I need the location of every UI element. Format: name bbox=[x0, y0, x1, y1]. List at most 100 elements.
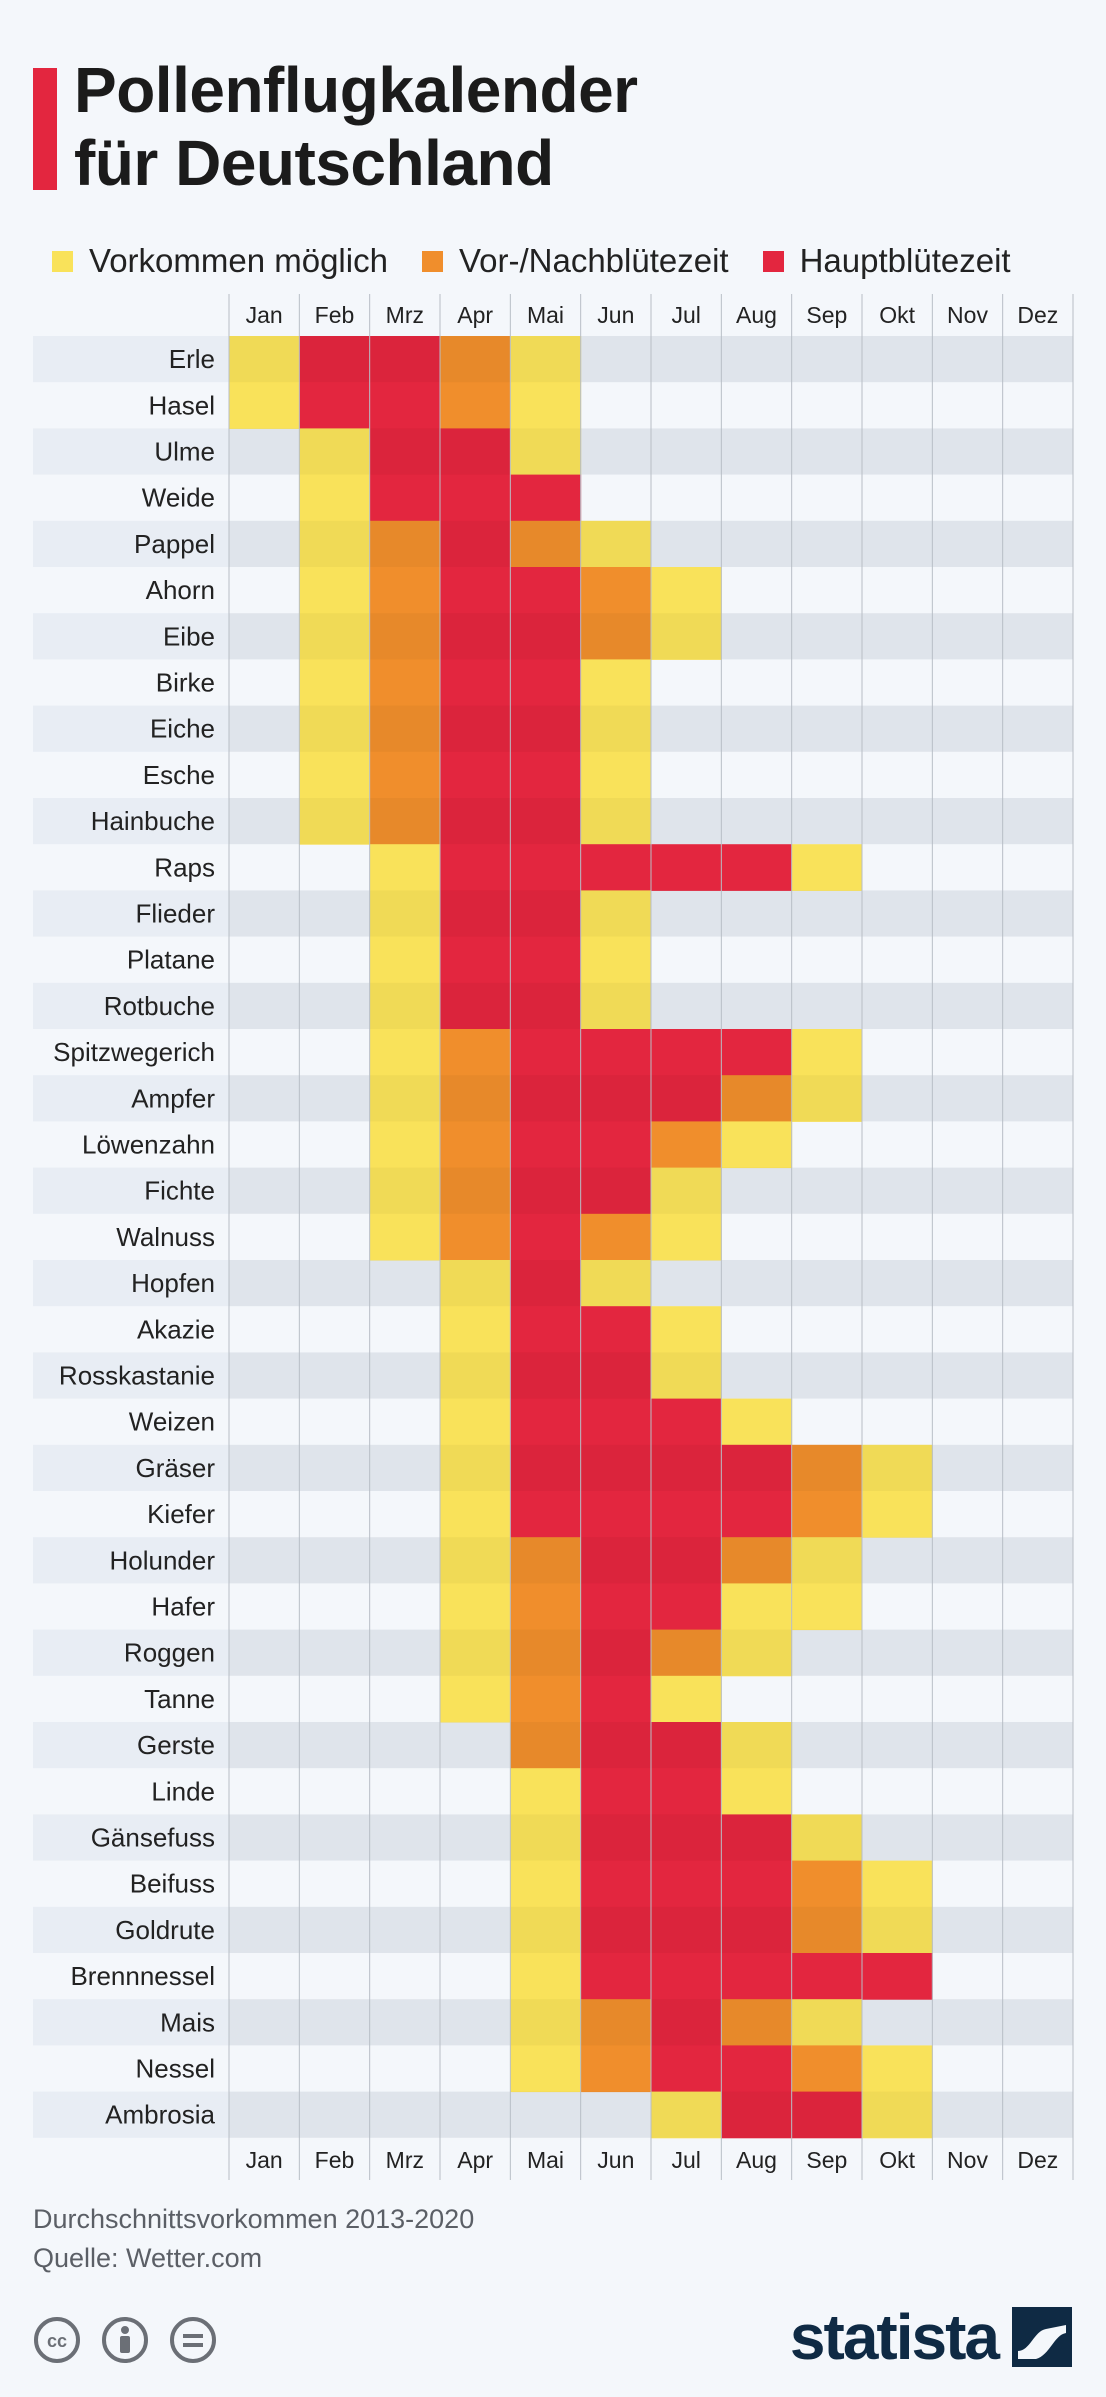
heat-cell bbox=[440, 1675, 511, 1723]
heat-cell bbox=[510, 1722, 582, 1769]
heat-cell bbox=[369, 1213, 441, 1261]
month-label-top: Jan bbox=[246, 302, 283, 328]
plant-label: Hainbuche bbox=[91, 806, 215, 836]
title-accent-bar bbox=[33, 68, 57, 190]
heat-cell bbox=[791, 1860, 863, 1908]
person-icon[interactable] bbox=[101, 2316, 149, 2364]
heat-cell bbox=[510, 1953, 582, 2000]
heat-cell bbox=[651, 567, 722, 614]
heat-cell bbox=[651, 2091, 722, 2139]
heat-cell bbox=[580, 1444, 652, 1492]
heat-cell bbox=[510, 1583, 582, 1631]
equals-icon[interactable] bbox=[169, 2316, 217, 2364]
plant-label: Eiche bbox=[150, 714, 215, 744]
heat-cell bbox=[299, 659, 371, 707]
heat-cell bbox=[721, 1398, 793, 1446]
plant-label: Birke bbox=[156, 668, 215, 698]
heat-cell bbox=[440, 798, 511, 845]
heat-cell bbox=[510, 1167, 582, 1215]
heat-cell bbox=[510, 1999, 582, 2046]
heat-cell bbox=[510, 844, 582, 891]
heat-cell bbox=[862, 1906, 933, 1954]
heat-cell bbox=[791, 1537, 863, 1584]
month-label-top: Mrz bbox=[386, 302, 424, 328]
heat-cell bbox=[510, 1675, 582, 1723]
heat-cell bbox=[580, 1213, 652, 1261]
plant-label: Löwenzahn bbox=[82, 1130, 215, 1160]
heat-cell bbox=[369, 982, 441, 1030]
heat-cell bbox=[299, 520, 371, 568]
month-label-bottom: Jan bbox=[246, 2147, 283, 2173]
heat-cell bbox=[791, 1029, 863, 1076]
legend-label-pre-post: Vor-/Nachblütezeit bbox=[458, 242, 729, 279]
heat-cell bbox=[369, 1029, 441, 1076]
heat-cell bbox=[862, 1491, 933, 1538]
month-label-bottom: Sep bbox=[806, 2147, 847, 2173]
heat-cell bbox=[440, 751, 511, 799]
heat-cell bbox=[580, 1860, 652, 1908]
month-label-top: Dez bbox=[1017, 302, 1058, 328]
heat-cell bbox=[721, 1722, 793, 1769]
heat-cell bbox=[721, 844, 793, 891]
heat-cell bbox=[651, 2045, 722, 2093]
heat-cell bbox=[440, 1167, 511, 1215]
heat-cell bbox=[369, 474, 441, 522]
heat-cell bbox=[651, 1075, 722, 1122]
heat-cell bbox=[369, 567, 441, 614]
month-label-top: Feb bbox=[315, 302, 355, 328]
plant-label: Gerste bbox=[137, 1730, 215, 1760]
plant-label: Linde bbox=[151, 1776, 215, 1806]
footnotes: Durchschnittsvorkommen 2013-2020 Quelle:… bbox=[33, 2200, 474, 2278]
cc-icon[interactable]: cc bbox=[33, 2316, 81, 2364]
heat-cell bbox=[580, 705, 652, 753]
heat-cell bbox=[580, 1675, 652, 1723]
heat-cell bbox=[369, 659, 441, 707]
plant-label: Ulme bbox=[154, 437, 215, 467]
month-label-bottom: Jul bbox=[671, 2147, 700, 2173]
heat-cell bbox=[299, 336, 371, 383]
license-icons: cc bbox=[33, 2316, 237, 2364]
heat-cell bbox=[651, 1398, 722, 1446]
heat-cell bbox=[651, 1121, 722, 1169]
heat-cell bbox=[651, 1444, 722, 1492]
plant-label: Hafer bbox=[151, 1592, 215, 1622]
heat-cell bbox=[580, 1491, 652, 1538]
heat-cell bbox=[510, 474, 582, 522]
plant-label: Fichte bbox=[144, 1176, 215, 1206]
heat-cell bbox=[440, 1629, 511, 1677]
heat-cell bbox=[299, 474, 371, 522]
heat-cell bbox=[721, 1629, 793, 1677]
heat-cell bbox=[791, 2045, 863, 2093]
heat-cell bbox=[862, 1953, 933, 2000]
plant-label: Rotbuche bbox=[104, 991, 215, 1021]
heat-cell bbox=[510, 336, 582, 383]
legend-label-main: Hauptblütezeit bbox=[799, 242, 1011, 279]
plant-label: Flieder bbox=[136, 899, 216, 929]
heat-cell bbox=[651, 1167, 722, 1215]
statista-logo[interactable]: statista bbox=[790, 2300, 1072, 2374]
month-label-top: Jul bbox=[671, 302, 700, 328]
heat-cell bbox=[791, 844, 863, 891]
month-label-bottom: Mrz bbox=[386, 2147, 424, 2173]
plant-label: Walnuss bbox=[116, 1222, 215, 1252]
chart-title: Pollenflugkalender für Deutschland bbox=[74, 54, 638, 200]
heat-cell bbox=[862, 1444, 933, 1492]
chart-title-line-1: Pollenflugkalender bbox=[74, 54, 638, 126]
heat-cell bbox=[791, 2091, 863, 2139]
month-label-top: Sep bbox=[806, 302, 847, 328]
heat-cell bbox=[510, 1814, 582, 1862]
heat-cell bbox=[510, 1768, 582, 1815]
heat-cell bbox=[580, 1583, 652, 1631]
heat-cell bbox=[510, 1260, 582, 1307]
legend-item-main: Hauptblütezeit bbox=[762, 242, 1011, 280]
heat-cell bbox=[510, 751, 582, 799]
heat-cell bbox=[229, 382, 300, 429]
plant-label: Spitzwegerich bbox=[53, 1037, 215, 1067]
plant-label: Beifuss bbox=[130, 1869, 215, 1899]
heat-cell bbox=[369, 1167, 441, 1215]
heat-cell bbox=[369, 336, 441, 383]
heat-cell bbox=[580, 567, 652, 614]
heat-cell bbox=[510, 1029, 582, 1076]
heat-cell bbox=[580, 1537, 652, 1584]
heat-cell bbox=[651, 1213, 722, 1261]
